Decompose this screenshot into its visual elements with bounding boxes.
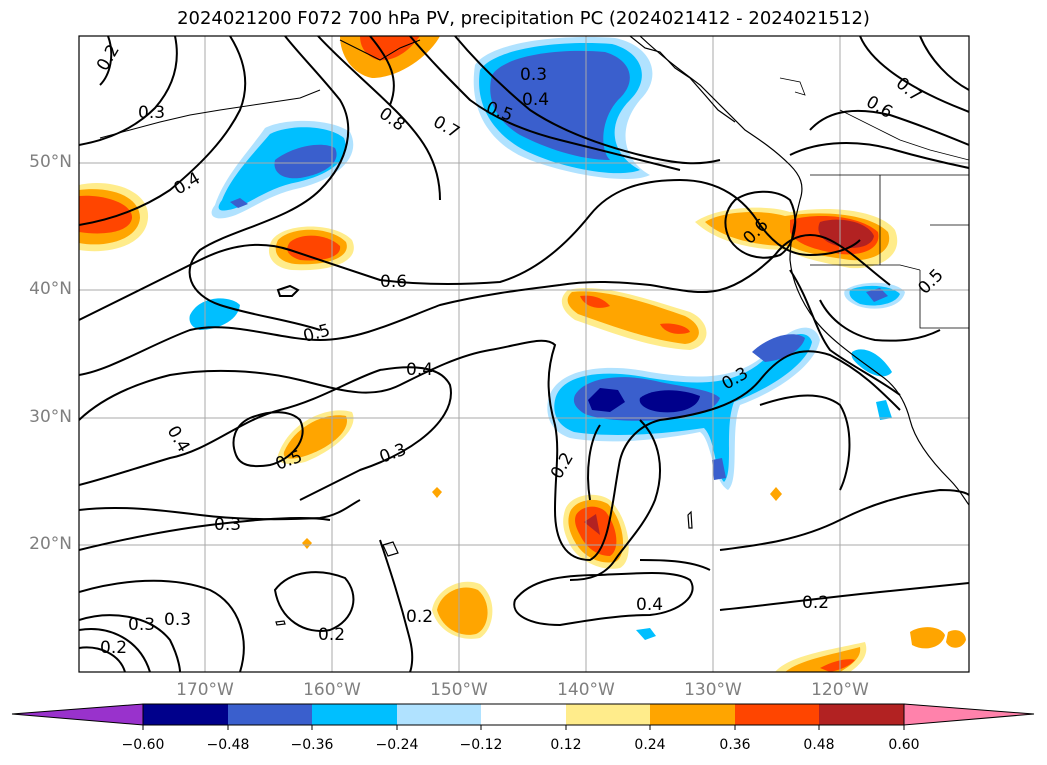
colorbar-tick: −0.12	[459, 737, 503, 753]
svg-text:0.2: 0.2	[318, 625, 345, 645]
lat-label-20n: 20°N	[29, 534, 72, 554]
lon-label-130w: 130°W	[684, 680, 742, 700]
svg-text:0.2: 0.2	[802, 593, 829, 613]
lon-label-160w: 160°W	[303, 680, 361, 700]
colorbar-tick: −0.36	[290, 737, 334, 753]
svg-text:0.6: 0.6	[380, 272, 407, 292]
svg-text:0.3: 0.3	[214, 515, 241, 535]
negative-anomaly-shading	[189, 37, 905, 640]
map-title: 2024021200 F072 700 hPa PV, precipitatio…	[177, 8, 870, 29]
svg-text:0.3: 0.3	[520, 65, 547, 85]
svg-text:0.4: 0.4	[636, 595, 663, 615]
svg-text:0.2: 0.2	[406, 607, 433, 627]
map-frame	[78, 35, 970, 673]
svg-text:0.4: 0.4	[406, 360, 433, 380]
colorbar	[11, 703, 1035, 730]
lon-label-170w: 170°W	[176, 680, 234, 700]
colorbar-tick: 0.60	[888, 737, 920, 753]
colorbar-tick: −0.60	[121, 737, 165, 753]
lat-label-50n: 50°N	[29, 152, 72, 172]
colorbar-tick: 0.36	[719, 737, 751, 753]
colorbar-extend-low	[11, 703, 144, 726]
lon-label-150w: 150°W	[430, 680, 488, 700]
svg-text:0.3: 0.3	[164, 610, 191, 630]
colorbar-tick: −0.48	[206, 737, 250, 753]
colorbar-tick: −0.24	[375, 737, 419, 753]
map-area: 0.2 0.3 0.4 0.8 0.7 0.3 0.4 0.5 0.6 0.5 …	[79, 36, 969, 672]
lon-label-120w: 120°W	[811, 680, 869, 700]
lon-label-140w: 140°W	[557, 680, 615, 700]
svg-text:0.3: 0.3	[138, 103, 165, 123]
colorbar-tick: 0.12	[550, 737, 582, 753]
colorbar-extend-high	[903, 703, 1035, 726]
colorbar-tick: 0.24	[634, 737, 666, 753]
colorbar-tick: 0.48	[803, 737, 835, 753]
coastlines	[99, 36, 969, 626]
svg-text:0.2: 0.2	[100, 638, 127, 658]
lat-label-30n: 30°N	[29, 407, 72, 427]
svg-text:0.3: 0.3	[128, 615, 155, 635]
svg-text:0.4: 0.4	[522, 90, 549, 110]
lat-label-40n: 40°N	[29, 279, 72, 299]
pv-contours	[79, 36, 969, 672]
